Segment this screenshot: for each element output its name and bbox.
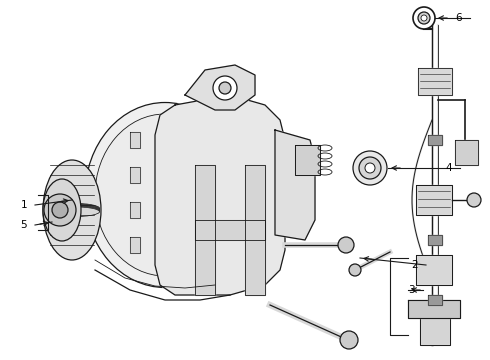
Text: 2: 2 bbox=[412, 260, 418, 270]
Ellipse shape bbox=[45, 206, 99, 216]
Text: 1: 1 bbox=[21, 200, 27, 210]
Polygon shape bbox=[245, 165, 265, 295]
Polygon shape bbox=[455, 140, 478, 165]
Polygon shape bbox=[416, 185, 452, 215]
Circle shape bbox=[349, 264, 361, 276]
Ellipse shape bbox=[359, 157, 381, 179]
Ellipse shape bbox=[45, 203, 99, 213]
Polygon shape bbox=[185, 65, 255, 110]
Circle shape bbox=[44, 194, 76, 226]
Polygon shape bbox=[428, 295, 442, 305]
Ellipse shape bbox=[353, 151, 387, 185]
Ellipse shape bbox=[45, 207, 99, 217]
Ellipse shape bbox=[45, 205, 99, 215]
Polygon shape bbox=[295, 145, 320, 175]
Circle shape bbox=[418, 12, 430, 24]
Polygon shape bbox=[195, 220, 265, 240]
Circle shape bbox=[421, 15, 427, 21]
Ellipse shape bbox=[365, 163, 375, 173]
Circle shape bbox=[467, 193, 481, 207]
Ellipse shape bbox=[43, 160, 101, 260]
Ellipse shape bbox=[45, 205, 99, 215]
Circle shape bbox=[413, 7, 435, 29]
Text: 3: 3 bbox=[408, 285, 415, 295]
Polygon shape bbox=[428, 135, 442, 145]
Circle shape bbox=[338, 237, 354, 253]
Ellipse shape bbox=[95, 114, 235, 276]
Polygon shape bbox=[416, 255, 452, 285]
Circle shape bbox=[340, 331, 358, 349]
Ellipse shape bbox=[85, 103, 245, 288]
Polygon shape bbox=[130, 167, 140, 183]
Circle shape bbox=[52, 202, 68, 218]
Polygon shape bbox=[130, 132, 140, 148]
Ellipse shape bbox=[45, 204, 99, 214]
Circle shape bbox=[213, 76, 237, 100]
Ellipse shape bbox=[45, 206, 99, 216]
Ellipse shape bbox=[45, 204, 99, 214]
Ellipse shape bbox=[43, 179, 81, 241]
Polygon shape bbox=[130, 202, 140, 218]
Polygon shape bbox=[275, 130, 315, 240]
Polygon shape bbox=[408, 300, 460, 318]
Polygon shape bbox=[155, 95, 285, 295]
Text: 6: 6 bbox=[455, 13, 462, 23]
Circle shape bbox=[219, 82, 231, 94]
Text: 4: 4 bbox=[445, 163, 452, 173]
Polygon shape bbox=[195, 165, 215, 295]
Polygon shape bbox=[418, 68, 452, 95]
Polygon shape bbox=[130, 237, 140, 253]
Text: 5: 5 bbox=[21, 220, 27, 230]
Polygon shape bbox=[428, 235, 442, 245]
Polygon shape bbox=[420, 315, 450, 345]
